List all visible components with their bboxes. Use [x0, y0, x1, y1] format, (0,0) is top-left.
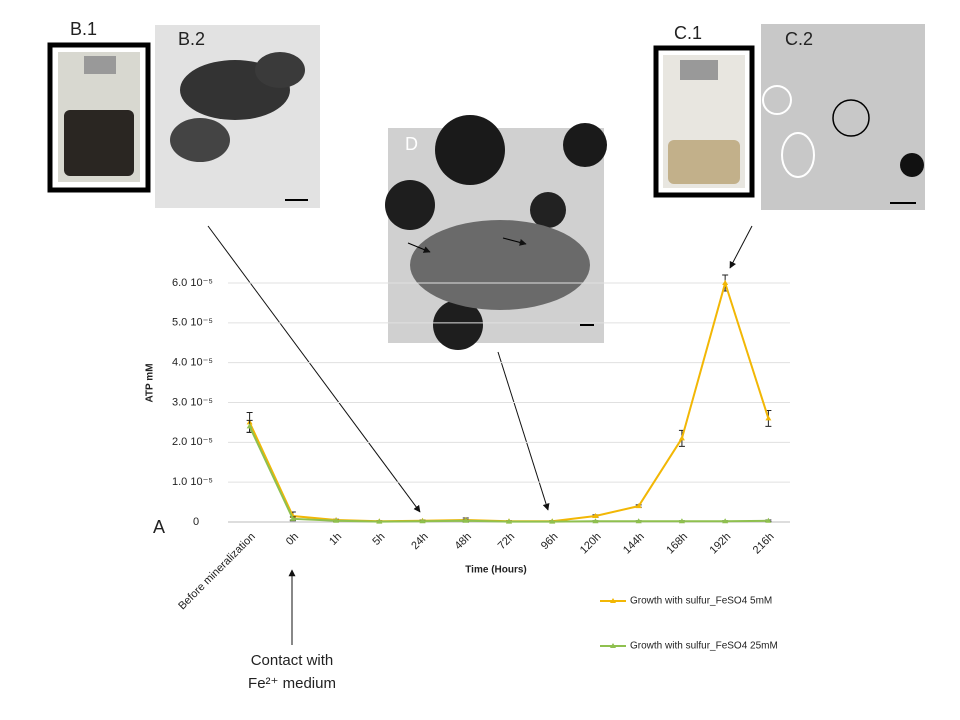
x-tick-label: 168h: [664, 531, 690, 557]
y-tick-label: 1.0 10⁻⁵: [172, 476, 213, 488]
marker: [635, 503, 642, 509]
marker: [722, 280, 729, 285]
x-tick-label: 216h: [751, 531, 777, 557]
panel-label: B.2: [178, 29, 205, 49]
y-tick-label: 2.0 10⁻⁵: [172, 436, 213, 448]
x-axis-label: Time (Hours): [465, 565, 527, 576]
marker: [419, 518, 426, 524]
panel-label: A: [153, 517, 165, 537]
y-tick-label: 0: [193, 516, 199, 528]
y-axis-label: ATP mM: [145, 363, 156, 402]
x-tick-label: Before mineralization: [176, 531, 258, 613]
y-tick-label: 6.0 10⁻⁵: [172, 277, 213, 289]
marker: [376, 518, 383, 524]
y-tick-label: 4.0 10⁻⁵: [172, 357, 213, 369]
x-tick-label: 120h: [578, 531, 604, 557]
x-tick-label: 0h: [284, 531, 301, 548]
legend-label: Growth with sulfur_FeSO4 5mM: [630, 596, 772, 607]
x-tick-label: 1h: [327, 531, 344, 548]
panel-label: D: [405, 134, 418, 154]
arrow: [207, 225, 421, 513]
marker: [635, 518, 642, 524]
legend-marker: [610, 643, 616, 648]
panel-label: C.1: [674, 23, 702, 43]
x-tick-label: 48h: [452, 531, 473, 552]
photo-c1: [653, 45, 755, 198]
arrow: [729, 225, 753, 269]
marker: [678, 518, 685, 524]
annotation: Fe²⁺ medium: [248, 675, 336, 692]
y-tick-label: 5.0 10⁻⁵: [172, 317, 213, 329]
x-tick-label: 24h: [409, 531, 430, 552]
micrograph-c2: [761, 24, 925, 210]
photo-b1: [47, 42, 151, 193]
marker: [592, 513, 599, 519]
x-tick-label: 72h: [496, 531, 517, 552]
x-tick-label: 192h: [708, 531, 734, 557]
marker: [289, 515, 296, 521]
legend-marker: [610, 598, 616, 603]
micrograph-b2: [155, 25, 320, 208]
marker: [722, 518, 729, 524]
y-tick-label: 3.0 10⁻⁵: [172, 396, 213, 408]
marker: [765, 517, 772, 523]
marker: [333, 517, 340, 523]
marker: [506, 518, 512, 524]
panel-label: B.1: [70, 19, 97, 39]
annotation: Contact with: [251, 652, 334, 669]
series-line: [248, 425, 769, 523]
marker: [549, 518, 556, 524]
marker: [765, 415, 772, 421]
marker: [246, 423, 253, 429]
x-tick-label: 5h: [370, 531, 387, 548]
marker: [592, 518, 599, 524]
micrograph-d: [385, 115, 607, 350]
x-tick-label: 144h: [621, 531, 647, 557]
arrow: [497, 351, 550, 511]
marker: [462, 517, 469, 523]
marker: [678, 435, 685, 441]
legend-label: Growth with sulfur_FeSO4 25mM: [630, 641, 778, 652]
panel-label: C.2: [785, 29, 813, 49]
x-tick-label: 96h: [539, 531, 560, 552]
